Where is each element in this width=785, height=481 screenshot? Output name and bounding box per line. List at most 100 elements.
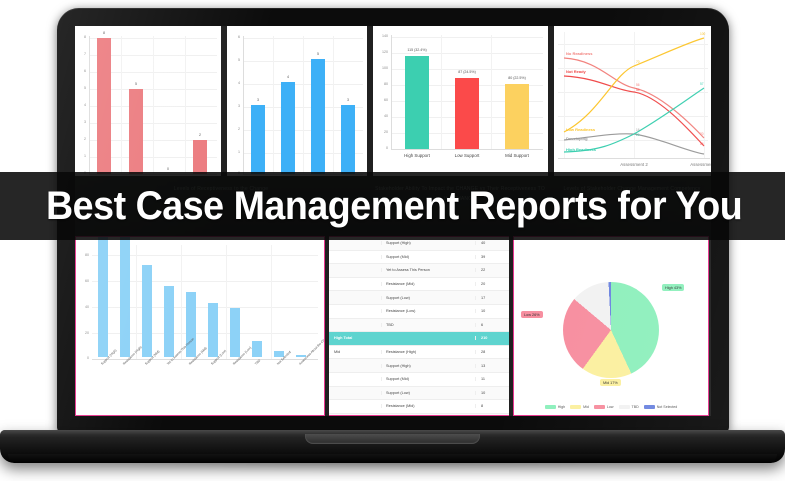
base-foot <box>8 454 777 463</box>
pie-chart[interactable] <box>563 281 659 378</box>
bar-label: 8 <box>103 31 105 35</box>
cell-value: 10 <box>475 390 509 395</box>
y-tick: 4 <box>84 103 86 107</box>
point-value: 70 <box>636 60 640 64</box>
pie-wrapper <box>563 281 659 378</box>
y-tick: 3 <box>84 120 86 124</box>
y-tick: 60 <box>85 279 89 283</box>
bar-label: 87 (24.5%) <box>458 70 476 74</box>
bar[interactable] <box>208 303 218 357</box>
bar[interactable] <box>164 286 174 357</box>
table-card-impact-vs-receptiveness[interactable]: Support (High) 40 Support (Mid) 39 Yet t… <box>329 236 509 416</box>
bar[interactable] <box>186 292 196 357</box>
legend-item[interactable]: High <box>544 405 565 409</box>
table-row[interactable]: Resistance (Low) 10 <box>329 305 509 319</box>
bar[interactable] <box>296 355 306 357</box>
table-row[interactable]: Resistance (Low) 6 <box>329 413 509 415</box>
page-title: Best Case Management Reports for You <box>46 184 743 228</box>
chart-card-support-levels[interactable]: 140 120 100 80 60 40 20 0 115 (32.4%) Hi… <box>373 26 548 176</box>
bar[interactable] <box>274 351 284 357</box>
bar-label: 3 <box>347 98 349 102</box>
legend-item[interactable]: TBD <box>618 405 639 409</box>
bar[interactable] <box>97 38 111 174</box>
bar[interactable] <box>142 265 152 357</box>
table-row[interactable]: Support (Mid) 39 <box>329 251 509 265</box>
cell-value: 13 <box>475 363 509 368</box>
legend-label: Low <box>606 405 614 409</box>
bar[interactable] <box>98 237 108 357</box>
y-tick: 100 <box>382 66 388 70</box>
chart-card-competency-pie[interactable]: High 43% Low 26% Mid 17% High Mid <box>513 236 709 416</box>
legend-item[interactable]: Not Selected <box>643 405 678 409</box>
bar[interactable] <box>281 82 295 174</box>
table-row[interactable]: Support (High) 40 <box>329 237 509 251</box>
bar[interactable] <box>193 140 207 174</box>
chart-card-receptiveness-breakdown[interactable]: 80 60 40 20 0 <box>75 236 325 416</box>
bar[interactable] <box>405 56 429 149</box>
x-tick-label: High Support <box>404 153 430 158</box>
legend-label: Mid <box>583 405 589 409</box>
y-tick: 1 <box>238 150 240 154</box>
bar[interactable] <box>341 105 355 174</box>
bar[interactable] <box>129 89 143 174</box>
series-label: Low Readiness <box>566 127 596 132</box>
table-row[interactable]: Support (Mid) 11 <box>329 373 509 387</box>
pie-legend: High Mid Low <box>514 405 708 409</box>
x-tick-label: Low Support <box>454 153 480 158</box>
cell-value: 10 <box>475 309 509 314</box>
red-bar-plot: 8 7 6 5 4 3 2 1 0 8 5 <box>75 26 221 176</box>
y-tick: 120 <box>382 50 388 54</box>
cell-value: 28 <box>475 350 509 355</box>
cell-label: Support (Low) <box>381 390 475 395</box>
table-row[interactable]: Resistance (Mid) 8 <box>329 400 509 414</box>
y-tick: 80 <box>85 253 89 257</box>
bar[interactable] <box>505 84 529 149</box>
readiness-lines-svg <box>563 37 705 155</box>
y-tick: 140 <box>382 34 388 38</box>
y-tick: 0 <box>87 356 89 360</box>
chart-card-readiness-trend[interactable]: No Readiness Not Ready Low Readiness Dev… <box>554 26 711 176</box>
y-tick: 4 <box>238 81 240 85</box>
legend-item[interactable]: Low <box>593 405 614 409</box>
x-tick-label: Mid Support <box>505 153 529 158</box>
cell-label: Support (Mid) <box>381 254 475 259</box>
bar[interactable] <box>251 105 265 174</box>
bar-label: 115 (32.4%) <box>407 48 427 52</box>
cell-label: TBD <box>381 322 475 327</box>
cell-value: 22 <box>475 268 509 273</box>
bar-label: 5 <box>317 52 319 56</box>
cell-label: Yet to Assess This Person <box>381 268 475 273</box>
cell-label: Support (Low) <box>381 295 475 300</box>
table-row[interactable]: Resistance (Mid) 20 <box>329 278 509 292</box>
blue-bar-plot: 6 5 4 3 2 1 0 3 4 5 <box>227 26 367 176</box>
table-row-total[interactable]: High Total 210 <box>329 332 509 346</box>
cell-value: 6 <box>475 322 509 327</box>
cell-label: Support (Mid) <box>381 377 475 382</box>
table-row[interactable]: Support (High) 13 <box>329 359 509 373</box>
table-row[interactable]: TBD 6 <box>329 318 509 333</box>
y-tick: 60 <box>384 98 388 102</box>
legend-swatch-tbd <box>618 405 630 409</box>
chart-card-red-bars[interactable]: 8 7 6 5 4 3 2 1 0 8 5 <box>75 26 221 176</box>
y-tick: 6 <box>84 69 86 73</box>
bar[interactable] <box>120 237 130 357</box>
bar[interactable] <box>230 308 240 357</box>
bar-label: 5 <box>135 82 137 86</box>
bar[interactable] <box>455 78 479 149</box>
series-label: Not Ready <box>566 69 586 74</box>
base-notch <box>305 434 480 444</box>
cell-label: Resistance (Mid) <box>381 282 475 287</box>
table-row[interactable]: Support (Low) 17 <box>329 291 509 305</box>
bar[interactable] <box>252 341 262 357</box>
table-row[interactable]: Mid Resistance (High) 28 <box>329 346 509 360</box>
bar-label: 2 <box>199 133 201 137</box>
table-row[interactable]: Support (Low) 10 <box>329 386 509 401</box>
legend-item[interactable]: Mid <box>570 405 589 409</box>
chart-card-blue-bars[interactable]: 6 5 4 3 2 1 0 3 4 5 <box>227 26 367 176</box>
legend-label: Not Selected <box>656 405 678 409</box>
bar-label: 3 <box>257 98 259 102</box>
bar[interactable] <box>311 59 325 174</box>
table-row[interactable]: Yet to Assess This Person 22 <box>329 264 509 278</box>
impact-table: Support (High) 40 Support (Mid) 39 Yet t… <box>329 237 509 415</box>
